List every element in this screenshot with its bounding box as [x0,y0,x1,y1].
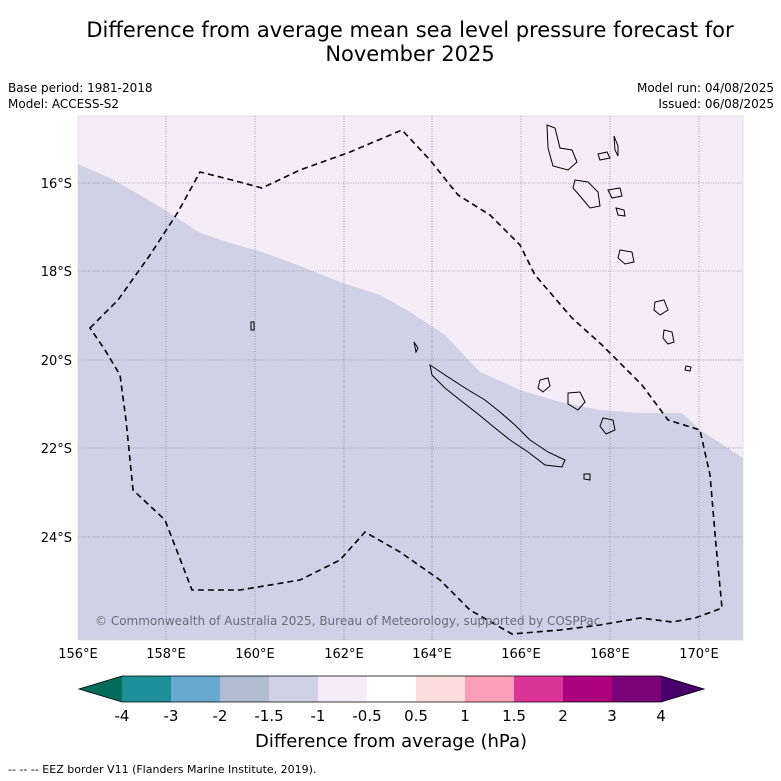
lon-label-156e: 156°E [58,647,98,662]
eez-border [88,129,723,635]
lon-label-170e: 170°E [679,647,719,662]
lat-label-18s: 18°S [41,265,72,280]
cb-tick-1-5: 1.5 [502,707,526,725]
title-line-1: Difference from average mean sea level p… [86,18,734,42]
model-name: Model: ACCESS-S2 [8,97,120,111]
map-copyright: © Commonwealth of Australia 2025, Bureau… [95,614,600,628]
colorbar-low-extend [79,676,122,702]
lat-label-20s: 20°S [41,354,72,369]
cb-tick-4: 4 [656,707,666,725]
cb-tick-minus3: -3 [164,707,179,725]
lat-label-22s: 22°S [41,442,72,457]
lon-label-162e: 162°E [324,647,364,662]
eez-legend-note: -- -- -- EEZ border V11 (Flanders Marine… [8,763,317,776]
loyalty-island-2 [567,391,586,411]
map-title: Difference from average mean sea level p… [40,18,780,66]
loyalty-island-3 [599,417,616,435]
belep-island [413,341,419,354]
colorbar-seg-2 [171,676,220,702]
lat-label-16s: 16°S [41,177,72,192]
ambrym-island [607,187,623,199]
colorbar-seg-3 [220,676,269,702]
aneityum-island [684,365,692,372]
cb-tick-minus1: -1 [311,707,326,725]
malekula-island [572,179,601,209]
map-panel: © Commonwealth of Australia 2025, Bureau… [78,116,743,640]
model-run: Model run: 04/08/2025 [636,81,774,95]
maewo-island [613,135,619,157]
cb-tick-minus1-5: -1.5 [254,707,283,725]
colorbar-title: Difference from average (hPa) [255,731,527,752]
coastlines [250,124,692,481]
colorbar [77,675,706,703]
tanna-island [662,329,675,345]
lon-label-166e: 166°E [501,647,541,662]
meta-right: Model run: 04/08/2025 Issued: 06/08/2025 [637,80,774,112]
lon-label-164e: 164°E [412,647,452,662]
colorbar-seg-5 [318,676,367,702]
colorbar-seg-6 [367,676,416,702]
colorbar-seg-7 [416,676,465,702]
colorbar-seg-11 [612,676,661,702]
espiritu-santo [546,124,578,171]
erromango-island [653,299,669,316]
colorbar-seg-4 [269,676,318,702]
colorbar-outline [77,675,706,703]
cb-tick-minus0-5: -0.5 [352,707,381,725]
lon-labels: 156°E 158°E 160°E 162°E 164°E 166°E 168°… [58,647,719,662]
colorbar-ticks: -4 -3 -2 -1.5 -1 -0.5 0.5 1 1.5 2 3 4 [115,707,666,725]
grid-lines [78,116,743,640]
base-period: Base period: 1981-2018 [8,81,153,95]
cb-tick-minus2: -2 [213,707,228,725]
colorbar-seg-1 [122,676,171,702]
chesterfield-islet [250,321,255,331]
lat-label-24s: 24°S [41,531,72,546]
title-line-2: November 2025 [325,42,495,66]
isle-of-pines [583,473,591,481]
lon-label-160e: 160°E [235,647,275,662]
meta-left: Base period: 1981-2018 Model: ACCESS-S2 [8,80,153,112]
cb-tick-2: 2 [558,707,568,725]
cb-tick-minus4: -4 [115,707,130,725]
lon-label-158e: 158°E [146,647,186,662]
new-caledonia-island [429,363,566,468]
cb-tick-0-5: 0.5 [404,707,428,725]
cb-tick-3: 3 [607,707,617,725]
colorbar-seg-10 [563,676,612,702]
cb-tick-1: 1 [460,707,470,725]
map-frame [77,115,744,641]
lat-labels: 16°S 18°S 20°S 22°S 24°S [41,177,72,546]
pentecost-island [597,151,611,161]
efate-island [617,249,635,265]
loyalty-island-1 [537,377,551,393]
colorbar-seg-9 [514,676,563,702]
colorbar-high-extend [661,676,704,702]
lon-label-168e: 168°E [590,647,630,662]
issued-date: Issued: 06/08/2025 [658,97,774,111]
epi-island [615,207,626,217]
colorbar-seg-8 [465,676,514,702]
anomaly-band-lavender [78,164,743,640]
